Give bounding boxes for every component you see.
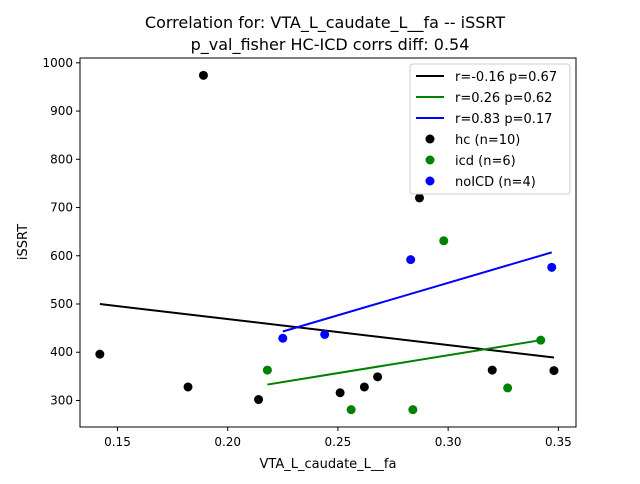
data-point-hc-5: [335, 388, 345, 398]
y-tick-label: 600: [50, 249, 73, 263]
data-point-noicd-3: [406, 255, 416, 265]
x-tick-label: 0.35: [545, 435, 572, 449]
y-axis-label: iSSRT: [16, 224, 31, 260]
plot-area: [95, 70, 559, 415]
data-point-hc-10: [549, 366, 559, 376]
fit-line-2: [267, 339, 541, 386]
data-point-icd-4: [439, 236, 449, 246]
y-tick-label: 1000: [42, 56, 73, 70]
x-tick-label: 0.15: [104, 435, 131, 449]
data-point-icd-5: [503, 383, 513, 393]
series-noicd: [278, 255, 557, 343]
legend-entry-icd: icd (n=6): [455, 154, 516, 169]
x-axis-label: VTA_L_caudate_L__fa: [260, 457, 397, 472]
data-point-hc-2: [183, 382, 193, 392]
data-point-noicd-2: [320, 329, 330, 339]
legend-entry-noicd: noICD (n=4): [455, 175, 536, 190]
data-point-hc-1: [95, 349, 105, 359]
data-point-icd-6: [536, 335, 546, 345]
data-point-noicd-4: [547, 262, 557, 272]
x-tick-label: 0.30: [435, 435, 462, 449]
x-tick-label: 0.20: [214, 435, 241, 449]
legend-marker-swatch: [425, 176, 435, 186]
x-tick-label: 0.25: [325, 435, 352, 449]
data-point-hc-3: [198, 70, 208, 80]
data-point-hc-9: [487, 365, 497, 375]
chart-subtitle: p_val_fisher HC-ICD corrs diff: 0.54: [191, 35, 470, 55]
y-tick-label: 400: [50, 345, 73, 359]
data-point-icd-2: [346, 405, 356, 415]
series-icd: [262, 236, 546, 415]
series-hc: [95, 70, 559, 405]
legend-marker-swatch: [425, 155, 435, 165]
axes-frame: [79, 57, 577, 428]
fit-line-3: [282, 251, 553, 333]
data-point-hc-7: [373, 372, 383, 382]
y-axis: 300 400 500 600 700 800 900 1000: [42, 56, 80, 407]
chart-title: Correlation for: VTA_L_caudate_L__fa -- …: [145, 13, 505, 33]
legend-entry-fit-1: r=-0.16 p=0.67: [455, 70, 557, 85]
data-point-icd-1: [262, 365, 272, 375]
y-tick-label: 300: [50, 393, 73, 407]
y-tick-label: 800: [50, 152, 73, 166]
y-tick-label: 500: [50, 297, 73, 311]
legend-box: [409, 63, 571, 195]
data-point-noicd-1: [278, 333, 288, 343]
y-tick-label: 900: [50, 104, 73, 118]
data-point-hc-8: [414, 193, 424, 203]
y-tick-label: 700: [50, 201, 73, 215]
legend: r=-0.16 p=0.67 r=0.26 p=0.62 r=0.83 p=0.17…: [409, 63, 571, 195]
legend-entry-fit-3: r=0.83 p=0.17: [455, 112, 552, 127]
legend-marker-swatch: [425, 134, 435, 144]
data-point-hc-6: [359, 382, 369, 392]
legend-entry-fit-2: r=0.26 p=0.62: [455, 91, 552, 106]
data-point-icd-3: [408, 405, 418, 415]
data-point-hc-4: [254, 395, 264, 405]
x-axis: 0.15 0.20 0.25 0.30 0.35: [104, 427, 572, 449]
legend-entry-hc: hc (n=10): [455, 133, 520, 148]
